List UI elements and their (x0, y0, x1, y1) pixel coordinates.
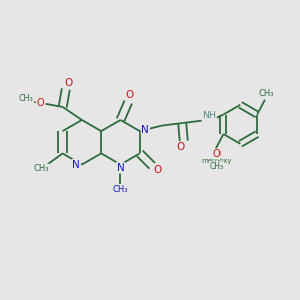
Text: O: O (212, 149, 220, 159)
Text: N: N (72, 160, 80, 170)
Text: O: O (65, 78, 73, 88)
Text: CH₃: CH₃ (259, 89, 274, 98)
Text: N: N (117, 163, 124, 172)
Text: O: O (176, 142, 185, 152)
Text: N: N (142, 124, 149, 135)
Text: O: O (36, 98, 44, 108)
Text: CH₃: CH₃ (113, 185, 128, 194)
Text: methoxy: methoxy (202, 158, 232, 164)
Text: O: O (213, 149, 221, 160)
Text: NH: NH (202, 111, 216, 120)
Text: CH₃: CH₃ (19, 94, 34, 103)
Text: O: O (154, 164, 162, 175)
Text: O: O (126, 90, 134, 100)
Text: CH₃: CH₃ (209, 162, 223, 171)
Text: CH₃: CH₃ (34, 164, 49, 173)
